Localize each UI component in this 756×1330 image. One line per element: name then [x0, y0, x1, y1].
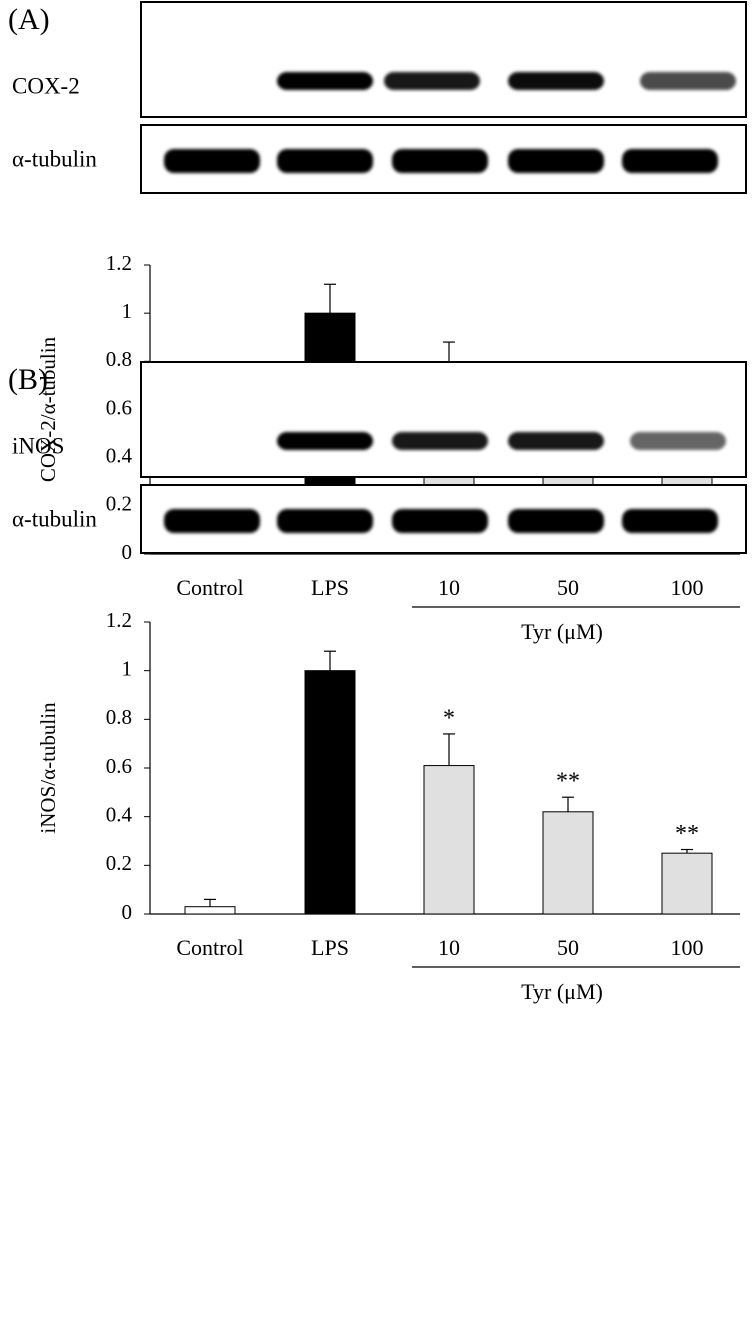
- blot-band: [392, 149, 488, 173]
- bar: [423, 765, 475, 915]
- blot-band: [277, 432, 373, 450]
- group-label: Tyr (μM): [521, 979, 603, 1004]
- blot-band: [392, 432, 488, 450]
- blot-label: α-tubulin: [12, 506, 97, 531]
- y-tick-label: 1: [122, 299, 133, 323]
- blot-band: [508, 509, 604, 533]
- significance: **: [675, 821, 699, 847]
- bar: [661, 852, 713, 915]
- blot-band: [164, 149, 260, 173]
- x-tick-label: 50: [557, 935, 579, 960]
- bar: [542, 811, 594, 915]
- y-axis-label: COX-2/α-tubulin: [36, 336, 60, 482]
- blot-band: [640, 72, 736, 90]
- blot-band: [392, 509, 488, 533]
- panel-label: (B): [8, 363, 48, 396]
- blot-band: [622, 509, 718, 533]
- x-tick-label: 10: [438, 935, 460, 960]
- y-tick-label: 1: [122, 656, 133, 680]
- y-tick-label: 0.2: [106, 851, 132, 875]
- y-tick-label: 0.6: [106, 395, 132, 419]
- blot-frame: [140, 1, 747, 118]
- blot-band: [277, 149, 373, 173]
- panel-label: (A): [8, 3, 50, 36]
- y-axis-label: iNOS/α-tubulin: [36, 702, 60, 834]
- blot-band: [630, 432, 726, 450]
- y-tick-label: 0.8: [106, 347, 132, 371]
- blot-band: [622, 149, 718, 173]
- y-tick-label: 0: [122, 540, 133, 564]
- blot-frame: [140, 361, 747, 478]
- y-tick-label: 0.6: [106, 754, 132, 778]
- blot-label: α-tubulin: [12, 146, 97, 171]
- y-tick-label: 0.2: [106, 492, 132, 516]
- y-tick-label: 0.4: [106, 802, 133, 826]
- significance: *: [443, 705, 455, 731]
- significance: **: [556, 769, 580, 795]
- blot-band: [508, 149, 604, 173]
- y-tick-label: 0: [122, 900, 133, 924]
- bar: [304, 670, 356, 915]
- x-tick-label: 10: [438, 575, 460, 600]
- x-tick-label: 50: [557, 575, 579, 600]
- x-tick-label: Control: [176, 935, 243, 960]
- x-tick-label: LPS: [311, 935, 349, 960]
- blot-band: [384, 72, 480, 90]
- blot-band: [277, 72, 373, 90]
- blot-label: iNOS: [12, 433, 64, 458]
- group-label: Tyr (μM): [521, 619, 603, 644]
- y-tick-label: 1.2: [106, 251, 132, 275]
- y-tick-label: 0.8: [106, 705, 132, 729]
- x-tick-label: 100: [671, 935, 704, 960]
- y-tick-label: 0.4: [106, 443, 133, 467]
- y-tick-label: 1.2: [106, 608, 132, 632]
- x-tick-label: 100: [671, 575, 704, 600]
- blot-label: COX-2: [12, 73, 80, 98]
- blot-band: [164, 509, 260, 533]
- bar: [184, 906, 236, 915]
- x-tick-label: LPS: [311, 575, 349, 600]
- blot-band: [508, 432, 604, 450]
- blot-band: [508, 72, 604, 90]
- blot-band: [277, 509, 373, 533]
- x-tick-label: Control: [176, 575, 243, 600]
